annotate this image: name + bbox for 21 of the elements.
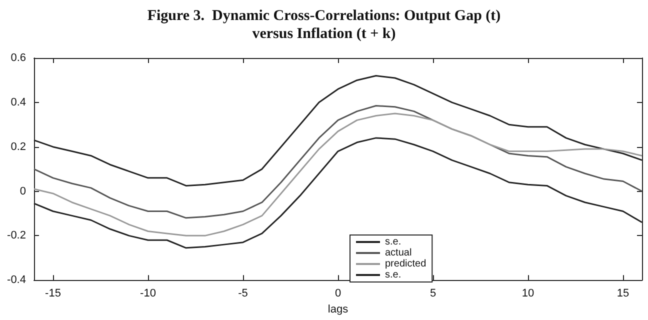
- y-tick-label: -0.2: [7, 230, 26, 242]
- x-tick-label: 15: [616, 288, 630, 300]
- legend-label: s.e.: [385, 236, 402, 248]
- x-tick-label: 0: [334, 288, 342, 300]
- x-tick-label: 5: [430, 288, 436, 300]
- y-tick-label: 0.2: [10, 140, 26, 153]
- x-tick-label: -15: [45, 288, 61, 300]
- line-series: [33, 112, 643, 236]
- x-axis-title: lags: [328, 304, 349, 316]
- chart-title: Figure 3. Dynamic Cross-Correlations: Output Gap (t) versus Inflation (t + k): [147, 8, 501, 42]
- y-tick-label: 0.6: [10, 52, 26, 64]
- y-tick-label: 0: [20, 185, 26, 198]
- x-tick-label: -10: [140, 288, 156, 300]
- legend-label: actual: [385, 248, 412, 258]
- legend-label: s.e.: [385, 270, 402, 280]
- y-tick-label: 0.4: [10, 96, 26, 108]
- y-tick-label: -0.4: [7, 274, 26, 286]
- x-tick-label: 10: [522, 288, 534, 300]
- legend-label: predicted: [385, 258, 426, 270]
- x-tick-label: -5: [238, 288, 248, 300]
- line-series: [33, 105, 643, 219]
